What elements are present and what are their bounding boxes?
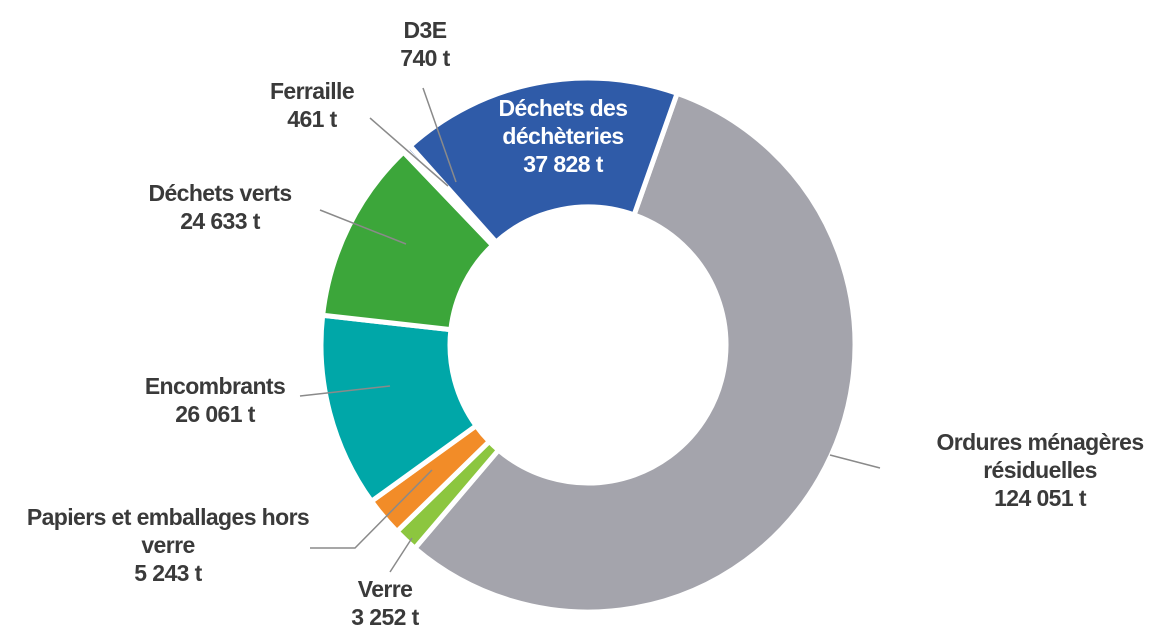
- segment-label: Déchets verts 24 633 t: [110, 179, 330, 235]
- category-name: Encombrants: [144, 373, 286, 399]
- segment-label: Déchets des déchèteries 37 828 t: [473, 94, 653, 178]
- value-label: 26 061 t: [175, 401, 255, 427]
- leader-line: [319, 209, 407, 245]
- category-name: Verre: [357, 576, 413, 602]
- value-label: 740 t: [400, 45, 450, 71]
- category-name: Ferraille: [269, 78, 355, 104]
- category-name: Déchets verts: [148, 180, 292, 206]
- category-name: D3E: [403, 17, 448, 43]
- category-name: Papiers et emballages hors verre: [26, 504, 310, 558]
- segment-label: D3E 740 t: [365, 16, 485, 72]
- category-name: Déchets des déchèteries: [498, 95, 629, 149]
- leader-line: [299, 385, 391, 397]
- segment-label: Verre 3 252 t: [285, 575, 485, 631]
- value-label: 124 051 t: [994, 485, 1086, 511]
- leader-line: [310, 469, 433, 549]
- donut-segment: [412, 90, 858, 615]
- leader-line: [829, 454, 881, 469]
- category-name: Ordures ménagères résiduelles: [936, 429, 1144, 483]
- value-label: 461 t: [287, 106, 337, 132]
- value-label: 3 252 t: [351, 604, 419, 630]
- value-label: 5 243 t: [134, 560, 202, 586]
- leader-line: [389, 537, 413, 573]
- value-label: 37 828 t: [523, 151, 603, 177]
- value-label: 24 633 t: [180, 208, 260, 234]
- segment-label: Encombrants 26 061 t: [115, 372, 315, 428]
- leader-line: [369, 117, 449, 187]
- segment-label: Papiers et emballages hors verre 5 243 t: [18, 503, 318, 587]
- segment-label: Ferraille 461 t: [232, 77, 392, 133]
- segment-label: Ordures ménagères résiduelles 124 051 t: [905, 428, 1175, 512]
- donut-segment: [407, 75, 680, 245]
- leader-line: [422, 87, 457, 183]
